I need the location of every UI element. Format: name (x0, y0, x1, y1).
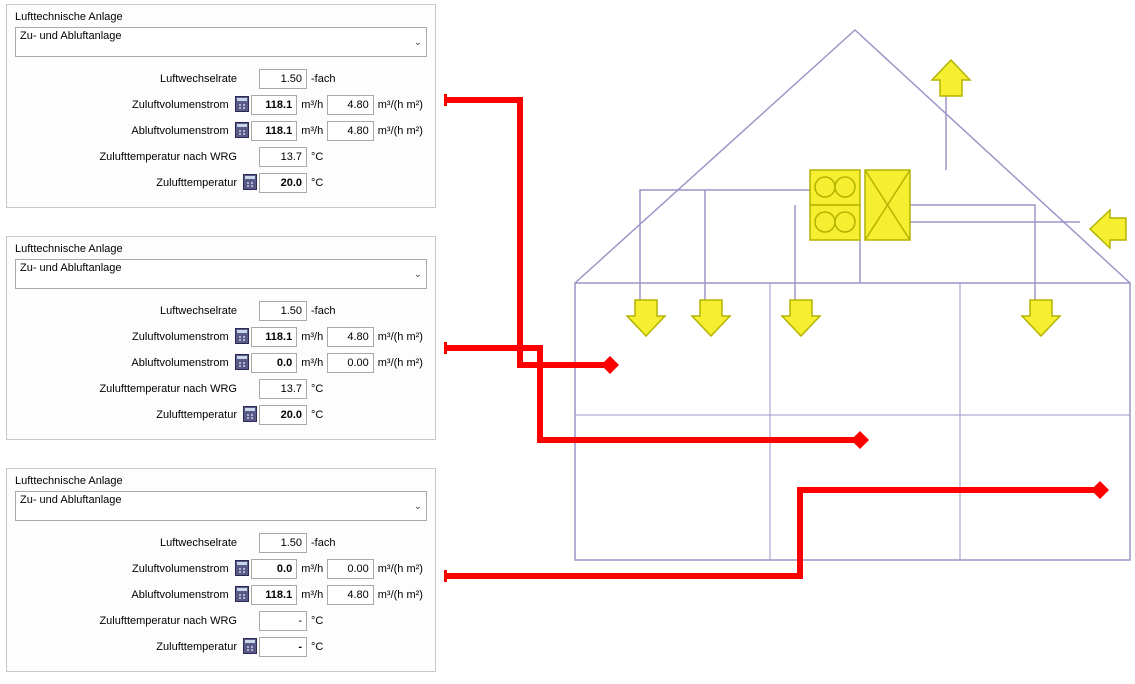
calculator-icon[interactable] (235, 354, 249, 370)
unit: -fach (307, 537, 339, 549)
abluftvolumen-specific-input[interactable]: 0.00 (327, 353, 374, 373)
panel-title: Lufttechnische Anlage (15, 475, 427, 487)
unit: m³/h (297, 589, 327, 601)
panel-title: Lufttechnische Anlage (15, 243, 427, 255)
label: Abluftvolumenstrom (15, 357, 235, 369)
unit2: m³/(h m²) (374, 589, 427, 601)
calculator-icon[interactable] (235, 96, 249, 112)
abluftvolumen-input[interactable]: 118.1 (251, 585, 298, 605)
zuluftvolumen-specific-input[interactable]: 4.80 (327, 95, 374, 115)
luftwechselrate-input[interactable]: 1.50 (259, 69, 307, 89)
row-luftwechselrate: Luftwechselrate 1.50 -fach (15, 67, 427, 91)
unit: m³/h (297, 99, 327, 111)
unit: °C (307, 615, 327, 627)
dropdown-value: Zu- und Abluftanlage (20, 494, 122, 506)
row-zuluftvolumen: Zuluftvolumenstrom 118.1 m³/h 4.80 m³/(h… (15, 93, 427, 117)
abluftvolumen-input[interactable]: 118.1 (251, 121, 298, 141)
chevron-down-icon: ⌄ (414, 501, 422, 512)
unit: m³/h (297, 331, 327, 343)
abluftvolumen-specific-input[interactable]: 4.80 (327, 585, 374, 605)
row-abluftvolumen: Abluftvolumenstrom 118.1 m³/h 4.80 m³/(h… (15, 119, 427, 143)
ventilation-panel-1: Lufttechnische Anlage Zu- und Abluftanla… (6, 4, 436, 208)
unit2: m³/(h m²) (374, 99, 427, 111)
unit: m³/h (297, 563, 327, 575)
label: Abluftvolumenstrom (15, 589, 235, 601)
unit: °C (307, 641, 327, 653)
label: Zulufttemperatur nach WRG (15, 383, 243, 395)
calculator-icon[interactable] (235, 586, 249, 602)
dropdown-value: Zu- und Abluftanlage (20, 30, 122, 42)
unit: -fach (307, 73, 339, 85)
zulufttemp-input[interactable]: - (259, 637, 307, 657)
label: Luftwechselrate (15, 305, 243, 317)
label: Zuluftvolumenstrom (15, 563, 235, 575)
label: Zulufttemperatur nach WRG (15, 151, 243, 163)
unit2: m³/(h m²) (374, 125, 427, 137)
label: Zulufttemperatur (15, 177, 243, 189)
zuluftvolumen-input[interactable]: 0.0 (251, 559, 298, 579)
unit: °C (307, 383, 327, 395)
unit: m³/h (297, 357, 327, 369)
abluftvolumen-specific-input[interactable]: 4.80 (327, 121, 374, 141)
label: Zulufttemperatur nach WRG (15, 615, 243, 627)
label: Zulufttemperatur (15, 641, 243, 653)
label: Abluftvolumenstrom (15, 125, 235, 137)
panel-title: Lufttechnische Anlage (15, 11, 427, 23)
luftwechselrate-input[interactable]: 1.50 (259, 301, 307, 321)
label: Luftwechselrate (15, 537, 243, 549)
calculator-icon[interactable] (243, 174, 257, 190)
zuluft-wrg-input[interactable]: 13.7 (259, 379, 307, 399)
unit: -fach (307, 305, 339, 317)
zuluft-wrg-input[interactable]: - (259, 611, 307, 631)
calculator-icon[interactable] (235, 328, 249, 344)
zulufttemp-input[interactable]: 20.0 (259, 405, 307, 425)
luftwechselrate-input[interactable]: 1.50 (259, 533, 307, 553)
zuluftvolumen-input[interactable]: 118.1 (251, 327, 298, 347)
label: Luftwechselrate (15, 73, 243, 85)
system-type-dropdown[interactable]: Zu- und Abluftanlage ⌄ (15, 27, 427, 57)
unit2: m³/(h m²) (374, 331, 427, 343)
calculator-icon[interactable] (235, 560, 249, 576)
chevron-down-icon: ⌄ (414, 37, 422, 48)
label: Zulufttemperatur (15, 409, 243, 421)
unit: °C (307, 409, 327, 421)
label: Zuluftvolumenstrom (15, 331, 235, 343)
zuluftvolumen-specific-input[interactable]: 4.80 (327, 327, 374, 347)
calculator-icon[interactable] (243, 638, 257, 654)
unit: °C (307, 177, 327, 189)
abluftvolumen-input[interactable]: 0.0 (251, 353, 298, 373)
unit: °C (307, 151, 327, 163)
calculator-icon[interactable] (235, 122, 249, 138)
system-type-dropdown[interactable]: Zu- und Abluftanlage ⌄ (15, 259, 427, 289)
unit: m³/h (297, 125, 327, 137)
ventilation-panel-2: Lufttechnische Anlage Zu- und Abluftanla… (6, 236, 436, 440)
chevron-down-icon: ⌄ (414, 269, 422, 280)
unit2: m³/(h m²) (374, 357, 427, 369)
ventilation-panel-3: Lufttechnische Anlage Zu- und Abluftanla… (6, 468, 436, 672)
zulufttemp-input[interactable]: 20.0 (259, 173, 307, 193)
system-type-dropdown[interactable]: Zu- und Abluftanlage ⌄ (15, 491, 427, 521)
row-zuluft-wrg: Zulufttemperatur nach WRG 13.7 °C (15, 145, 427, 169)
calculator-icon[interactable] (243, 406, 257, 422)
zuluft-wrg-input[interactable]: 13.7 (259, 147, 307, 167)
label: Zuluftvolumenstrom (15, 99, 235, 111)
unit2: m³/(h m²) (374, 563, 427, 575)
zuluftvolumen-input[interactable]: 118.1 (251, 95, 298, 115)
dropdown-value: Zu- und Abluftanlage (20, 262, 122, 274)
zuluftvolumen-specific-input[interactable]: 0.00 (327, 559, 374, 579)
row-zulufttemp: Zulufttemperatur 20.0 °C (15, 171, 427, 195)
